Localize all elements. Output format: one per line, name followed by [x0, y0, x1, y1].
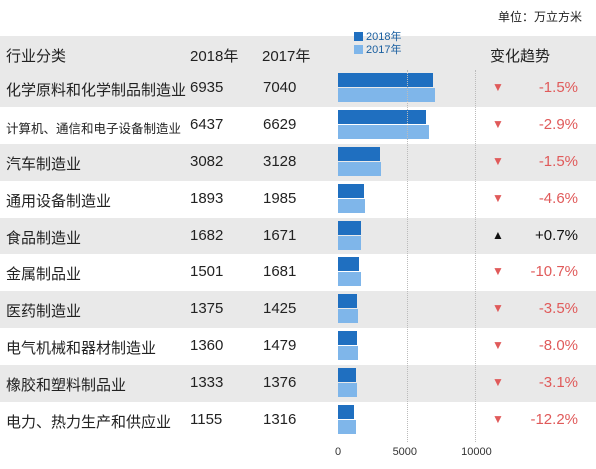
table-row: 橡胶和塑料制品业 1333 1376 ▼ -3.1% [0, 365, 596, 403]
bar-2017 [338, 420, 357, 435]
unit-label: 单位：万立方米 [497, 10, 582, 24]
change-value: -3.5% [538, 300, 578, 318]
value-2017: 1425 [263, 300, 297, 318]
up-arrow-icon: ▲ [492, 227, 504, 242]
change-value: -10.7% [530, 263, 578, 281]
change-value: -1.5% [538, 79, 578, 96]
x-tick-label: 0 [335, 446, 342, 458]
change-value: -3.1% [538, 374, 578, 392]
value-2017: 1316 [263, 411, 297, 429]
legend-swatch-2018 [354, 32, 363, 41]
bar-2017 [338, 309, 358, 324]
value-2017: 6629 [263, 115, 297, 133]
x-tick-label: 10000 [461, 446, 492, 458]
value-2017: 7040 [263, 79, 297, 96]
table-body: 化学原料和化学制品制造业 6935 7040 ▼ -1.5% 计算机、通信和电子设备制造业… [0, 70, 596, 439]
value-2018: 6935 [190, 79, 224, 96]
table-header: 行业分类 2018年 2017年 变化趋势 [0, 36, 596, 70]
down-arrow-icon: ▼ [492, 80, 504, 94]
header-category: 行业分类 [6, 48, 67, 65]
bar-2017 [338, 161, 381, 176]
gridline [475, 70, 477, 442]
header-2018: 2018年 [190, 48, 239, 65]
change-value: -1.5% [538, 152, 578, 170]
bar-2017 [338, 346, 359, 361]
bar-2017 [338, 383, 357, 398]
legend-item-2017: 2017年 [354, 44, 401, 57]
value-2017: 1671 [263, 226, 297, 244]
legend-label-2017: 2017年 [366, 44, 402, 56]
bar-2018 [338, 405, 354, 420]
bar-2018 [338, 331, 357, 346]
table-row: 食品制造业 1682 1671 ▲ +0.7% [0, 217, 596, 255]
value-2017: 1681 [263, 263, 297, 281]
value-2017: 1479 [263, 337, 297, 355]
down-arrow-icon: ▼ [492, 338, 504, 353]
down-arrow-icon: ▼ [492, 116, 504, 131]
bar-2018 [338, 109, 427, 124]
value-2018: 1501 [190, 263, 224, 281]
change-value: -8.0% [538, 337, 578, 355]
bar-2017 [338, 235, 361, 250]
category-label: 计算机、通信和电子设备制造业 [6, 121, 182, 136]
value-2018: 1893 [190, 189, 224, 207]
value-2018: 3082 [190, 152, 224, 170]
change-value: -12.2% [530, 411, 578, 429]
down-arrow-icon: ▼ [492, 301, 504, 316]
bar-2018 [338, 73, 434, 87]
table-row: 电气机械和器材制造业 1360 1479 ▼ -8.0% [0, 328, 596, 365]
bar-2017 [338, 272, 362, 287]
value-2018: 1682 [190, 226, 224, 244]
down-arrow-icon: ▼ [492, 153, 504, 168]
category-label: 汽车制造业 [6, 155, 82, 173]
value-2018: 1333 [190, 374, 224, 392]
down-arrow-icon: ▼ [492, 375, 504, 390]
bar-2018 [338, 368, 357, 383]
bar-2018 [338, 220, 362, 235]
header-2017: 2017年 [262, 48, 311, 65]
table-row: 电力、热力生产和供应业 1155 1316 ▼ -12.2% [0, 402, 596, 439]
table-row: 金属制品业 1501 1681 ▼ -10.7% [0, 254, 596, 291]
category-label: 金属制品业 [6, 266, 82, 284]
category-label: 通用设备制造业 [6, 192, 112, 210]
table-row: 医药制造业 1375 1425 ▼ -3.5% [0, 291, 596, 329]
bar-2017 [338, 198, 366, 213]
category-label: 电力、热力生产和供应业 [6, 414, 172, 432]
value-2018: 1360 [190, 337, 224, 355]
category-label: 橡胶和塑料制品业 [6, 377, 127, 395]
x-tick-label: 5000 [392, 446, 418, 458]
value-2018: 1375 [190, 300, 224, 318]
table-row: 计算机、通信和电子设备制造业 6437 6629 ▼ -2.9% [0, 107, 596, 144]
chart-legend: 2018年 2017年 [354, 31, 401, 57]
header-trend: 变化趋势 [490, 48, 551, 65]
change-value: +0.7% [535, 226, 578, 244]
legend-swatch-2017 [354, 45, 363, 54]
down-arrow-icon: ▼ [492, 412, 504, 427]
table-row: 化学原料和化学制品制造业 6935 7040 ▼ -1.5% [0, 70, 596, 107]
table-row: 通用设备制造业 1893 1985 ▼ -4.6% [0, 181, 596, 218]
change-value: -4.6% [538, 189, 578, 207]
category-label: 电气机械和器材制造业 [6, 340, 157, 358]
value-2018: 1155 [190, 411, 223, 429]
legend-item-2018: 2018年 [354, 31, 401, 44]
value-2017: 1985 [263, 189, 297, 207]
bar-2018 [338, 183, 364, 198]
gridline [406, 70, 408, 442]
value-2018: 6437 [190, 115, 224, 133]
down-arrow-icon: ▼ [492, 264, 504, 279]
category-label: 医药制造业 [6, 303, 82, 321]
value-2017: 1376 [263, 374, 297, 392]
category-label: 食品制造业 [6, 229, 82, 247]
bar-2017 [338, 124, 429, 139]
value-2017: 3128 [263, 152, 297, 170]
category-label: 化学原料和化学制品制造业 [6, 82, 187, 99]
bar-2018 [338, 146, 381, 161]
bar-2018 [338, 257, 359, 272]
bar-2018 [338, 294, 357, 309]
legend-label-2018: 2018年 [366, 31, 402, 43]
down-arrow-icon: ▼ [492, 190, 504, 205]
bar-2017 [338, 88, 435, 102]
table-row: 汽车制造业 3082 3128 ▼ -1.5% [0, 143, 596, 181]
change-value: -2.9% [538, 115, 578, 133]
